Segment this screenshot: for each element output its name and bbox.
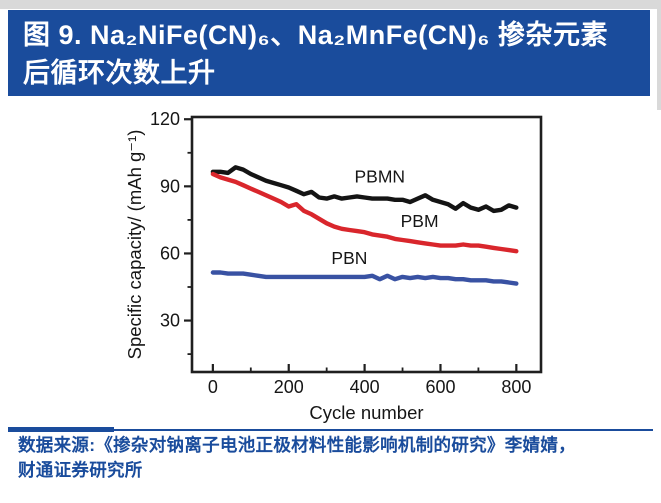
- x-tick-label: 0: [208, 377, 218, 397]
- figure-title-bar: 图 9. Na₂NiFe(CN)₆、Na₂MnFe(CN)₆ 掺杂元素 后循环次…: [8, 10, 650, 96]
- page-right-border: [657, 0, 661, 110]
- page-top-border: [0, 0, 661, 9]
- cycle-capacity-chart: 0 200 400 600 800 30 60 90 120 PBMN PBM PBN Cycle nu…: [125, 109, 543, 423]
- chart-area: 0 200 400 600 800 30 60 90 120 PBMN PBM PBN Cycle nu…: [125, 100, 575, 428]
- footer-rule-accent: [8, 427, 114, 432]
- data-source-text: 数据来源:《掺杂对钠离子电池正极材料性能影响机制的研究》李婧婧， 财通证券研究所: [18, 433, 653, 483]
- y-tick-label: 90: [160, 176, 180, 196]
- series-line-pbmn: [210, 165, 519, 214]
- x-tick-label: 600: [425, 377, 455, 397]
- x-tick-label: 800: [501, 377, 531, 397]
- figure-title-line1: 图 9. Na₂NiFe(CN)₆、Na₂MnFe(CN)₆ 掺杂元素: [23, 20, 609, 50]
- plot-frame: [190, 115, 543, 374]
- y-tick-label: 30: [160, 311, 180, 331]
- y-axis-title: Specific capacity/ (mAh g⁻¹): [125, 130, 145, 360]
- x-axis-title: Cycle number: [309, 402, 423, 423]
- series-line-pbn: [210, 270, 519, 286]
- data-source-line1: 数据来源:《掺杂对钠离子电池正极材料性能影响机制的研究》李婧婧，: [18, 435, 576, 455]
- figure-title-line2: 后循环次数上升: [23, 58, 216, 88]
- footer-rule: [8, 427, 653, 432]
- y-tick-label: 60: [160, 243, 180, 263]
- y-tick-label: 120: [150, 109, 180, 129]
- series-label-pbmn: PBMN: [354, 166, 405, 186]
- series-line-pbm: [210, 171, 519, 254]
- series-label-pbm: PBM: [401, 211, 439, 231]
- x-tick-label: 200: [274, 377, 304, 397]
- data-source-line2: 财通证券研究所: [18, 460, 143, 480]
- series-label-pbn: PBN: [331, 248, 367, 268]
- x-tick-label: 400: [350, 377, 380, 397]
